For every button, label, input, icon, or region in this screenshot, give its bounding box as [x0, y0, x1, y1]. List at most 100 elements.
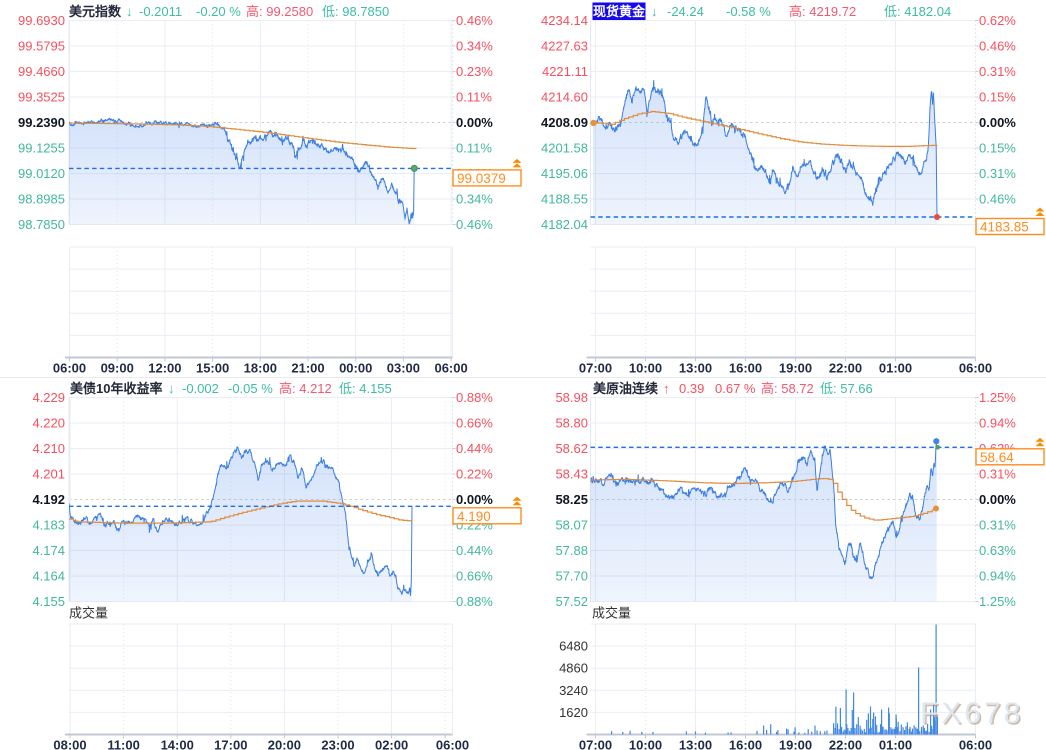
svg-text:58.62: 58.62	[555, 441, 588, 456]
svg-text:4234.14: 4234.14	[541, 13, 588, 28]
svg-text:0.88%: 0.88%	[456, 390, 493, 405]
svg-text:99.1255: 99.1255	[18, 141, 65, 156]
svg-text:10:00: 10:00	[629, 361, 662, 376]
svg-text:11:00: 11:00	[107, 738, 140, 750]
svg-text:12:00: 12:00	[148, 361, 181, 376]
svg-text:4.210: 4.210	[32, 441, 65, 456]
svg-text:58.43: 58.43	[555, 467, 588, 482]
svg-text:6480: 6480	[559, 639, 588, 654]
svg-text:57.88: 57.88	[555, 543, 588, 558]
svg-text:06:00: 06:00	[53, 361, 86, 376]
svg-text:4.192: 4.192	[32, 492, 65, 507]
svg-text:高: 4219.72: 高: 4219.72	[789, 4, 856, 19]
svg-text:57.52: 57.52	[555, 594, 588, 609]
svg-text:0.67 %: 0.67 %	[715, 381, 756, 396]
svg-text:0.31%: 0.31%	[979, 518, 1016, 533]
svg-text:4.220: 4.220	[32, 416, 65, 431]
svg-text:美债10年收益率: 美债10年收益率	[70, 381, 162, 396]
svg-text:03:00: 03:00	[387, 361, 420, 376]
svg-text:4195.06: 4195.06	[541, 166, 588, 181]
svg-text:99.0379: 99.0379	[457, 171, 506, 186]
svg-text:0.44%: 0.44%	[456, 441, 493, 456]
svg-text:99.2390: 99.2390	[18, 115, 65, 130]
svg-text:0.44%: 0.44%	[456, 543, 493, 558]
svg-text:22:00: 22:00	[829, 361, 862, 376]
svg-text:4227.63: 4227.63	[541, 39, 588, 54]
svg-text:99.3525: 99.3525	[18, 90, 65, 105]
svg-text:20:00: 20:00	[268, 738, 301, 750]
svg-text:16:00: 16:00	[729, 738, 762, 750]
svg-text:06:00: 06:00	[436, 738, 469, 750]
svg-text:-0.58 %: -0.58 %	[726, 4, 771, 19]
svg-text:↓: ↓	[651, 4, 658, 19]
svg-text:06:00: 06:00	[959, 738, 992, 750]
svg-text:4201.58: 4201.58	[541, 141, 588, 156]
svg-text:-0.20 %: -0.20 %	[196, 4, 241, 19]
svg-text:0.22%: 0.22%	[456, 467, 493, 482]
svg-text:0.34%: 0.34%	[456, 192, 493, 207]
svg-text:0.46%: 0.46%	[979, 192, 1016, 207]
svg-text:99.5795: 99.5795	[18, 39, 65, 54]
svg-text:成交量: 成交量	[69, 606, 108, 621]
svg-text:-24.24: -24.24	[667, 4, 704, 19]
svg-text:-0.002: -0.002	[182, 381, 219, 396]
svg-text:0.15%: 0.15%	[979, 141, 1016, 156]
svg-text:美原油连续: 美原油连续	[593, 381, 658, 396]
svg-text:↓: ↓	[126, 4, 133, 19]
svg-text:07:00: 07:00	[579, 738, 612, 750]
svg-text:FX678: FX678	[920, 697, 1023, 730]
svg-text:19:00: 19:00	[779, 738, 812, 750]
svg-text:高: 58.72: 高: 58.72	[761, 381, 814, 396]
svg-text:58.64: 58.64	[980, 450, 1014, 465]
svg-text:21:00: 21:00	[291, 361, 324, 376]
svg-text:99.4660: 99.4660	[18, 64, 65, 79]
svg-text:4188.55: 4188.55	[541, 192, 588, 207]
svg-text:99.0120: 99.0120	[18, 166, 65, 181]
svg-text:58.25: 58.25	[555, 492, 588, 507]
svg-text:↑: ↑	[663, 381, 670, 396]
svg-text:0.94%: 0.94%	[979, 569, 1016, 584]
svg-text:0.39: 0.39	[679, 381, 704, 396]
svg-text:0.00%: 0.00%	[979, 115, 1016, 130]
svg-text:0.63%: 0.63%	[979, 543, 1016, 558]
svg-text:0.46%: 0.46%	[979, 39, 1016, 54]
svg-text:-0.05 %: -0.05 %	[228, 381, 273, 396]
svg-text:22:00: 22:00	[829, 738, 862, 750]
svg-text:4.183: 4.183	[32, 518, 65, 533]
svg-text:14:00: 14:00	[161, 738, 194, 750]
svg-text:4214.60: 4214.60	[541, 90, 588, 105]
svg-text:1.25%: 1.25%	[979, 390, 1016, 405]
svg-text:0.11%: 0.11%	[456, 141, 492, 156]
svg-text:美元指数: 美元指数	[69, 4, 122, 19]
svg-text:0.66%: 0.66%	[456, 569, 493, 584]
svg-text:57.70: 57.70	[555, 569, 588, 584]
svg-text:0.00%: 0.00%	[979, 492, 1016, 507]
svg-text:0.31%: 0.31%	[979, 467, 1016, 482]
svg-text:00:00: 00:00	[339, 361, 372, 376]
svg-text:4.164: 4.164	[32, 569, 65, 584]
svg-text:4.201: 4.201	[32, 467, 65, 482]
svg-text:19:00: 19:00	[779, 361, 812, 376]
svg-text:4183.85: 4183.85	[980, 220, 1029, 235]
svg-text:成交量: 成交量	[592, 606, 631, 621]
svg-text:0.11%: 0.11%	[456, 90, 492, 105]
svg-text:低: 57.66: 低: 57.66	[820, 381, 873, 396]
svg-text:13:00: 13:00	[679, 738, 712, 750]
svg-text:4182.04: 4182.04	[541, 217, 588, 232]
svg-text:0.62%: 0.62%	[979, 13, 1016, 28]
svg-text:16:00: 16:00	[729, 361, 762, 376]
svg-text:09:00: 09:00	[101, 361, 134, 376]
svg-text:4.190: 4.190	[457, 509, 491, 524]
svg-text:18:00: 18:00	[244, 361, 277, 376]
svg-text:0.46%: 0.46%	[456, 217, 493, 232]
svg-text:58.07: 58.07	[555, 518, 588, 533]
svg-text:现货黄金: 现货黄金	[593, 4, 646, 19]
svg-text:0.94%: 0.94%	[979, 416, 1016, 431]
svg-text:0.00%: 0.00%	[456, 115, 493, 130]
svg-text:-0.2011: -0.2011	[139, 4, 182, 19]
svg-text:3240: 3240	[559, 683, 588, 698]
svg-text:0.46%: 0.46%	[456, 13, 493, 28]
svg-text:4.174: 4.174	[32, 543, 65, 558]
svg-text:23:00: 23:00	[321, 738, 354, 750]
svg-text:0.15%: 0.15%	[979, 90, 1016, 105]
